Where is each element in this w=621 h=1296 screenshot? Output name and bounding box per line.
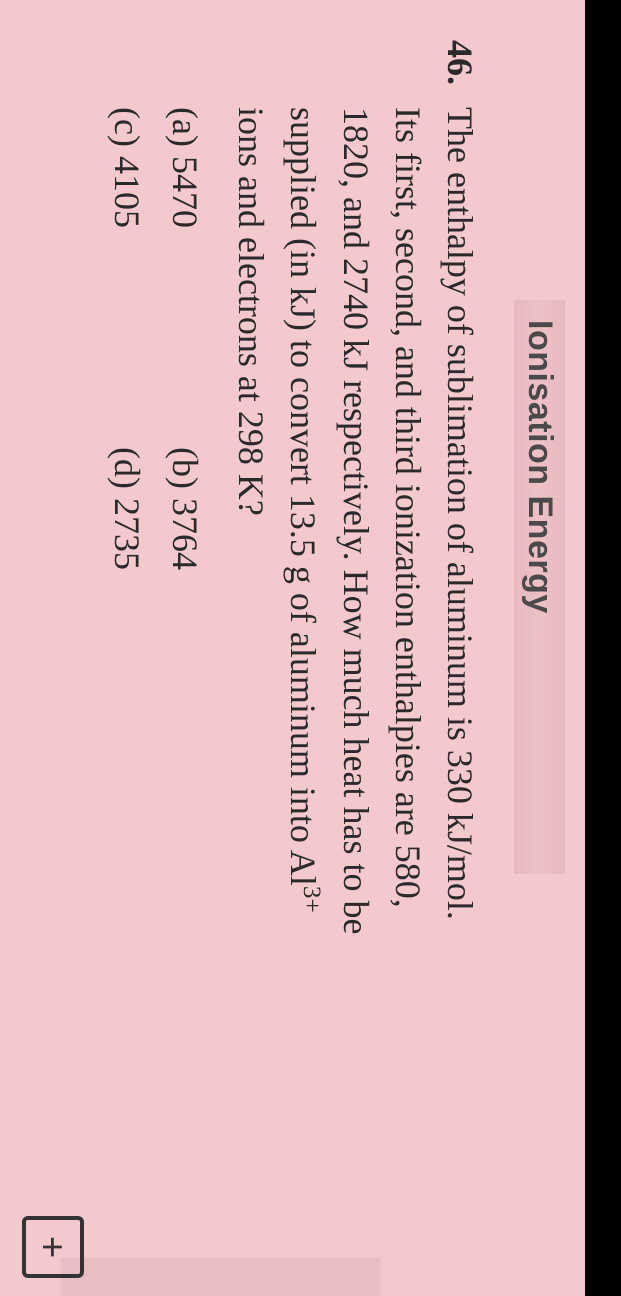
content-area: Ionisation Energy 46. The enthalpy of su… (95, 40, 565, 1236)
question-line-4a: supplied (in kJ) to convert 13.5 g of al… (283, 107, 323, 886)
option-a[interactable]: (a) 5470 (159, 107, 211, 307)
options-block: (a) 5470 (b) 3764 (c) 4105 (d) 2735 (101, 107, 211, 1233)
question-block: 46. The enthalpy of sublimation of alumi… (95, 40, 486, 1236)
top-black-bar (585, 0, 621, 1296)
question-line-2: Its first, second, and third ionization … (388, 107, 428, 908)
page-root: Ionisation Energy 46. The enthalpy of su… (0, 0, 621, 1296)
question-line-1: The enthalpy of sublimation of aluminum … (440, 107, 480, 920)
section-heading: Ionisation Energy (521, 320, 559, 614)
superscript-charge: 3+ (298, 886, 325, 913)
question-body: The enthalpy of sublimation of aluminum … (95, 107, 486, 1233)
question-line-3: 1820, and 2740 kJ respectively. How much… (336, 107, 376, 934)
option-row-1: (a) 5470 (b) 3764 (159, 107, 211, 1233)
page-fold-shadow (61, 1258, 381, 1296)
question-number: 46. (434, 40, 486, 98)
option-b[interactable]: (b) 3764 (159, 447, 211, 647)
question-line-5: ions and electrons at 298 K? (231, 107, 271, 516)
option-d[interactable]: (d) 2735 (101, 447, 153, 647)
zoom-in-button[interactable]: + (22, 1216, 84, 1278)
option-row-2: (c) 4105 (d) 2735 (101, 107, 153, 1233)
plus-icon: + (30, 1236, 77, 1259)
option-c[interactable]: (c) 4105 (101, 107, 153, 307)
section-heading-banner: Ionisation Energy (514, 300, 565, 874)
